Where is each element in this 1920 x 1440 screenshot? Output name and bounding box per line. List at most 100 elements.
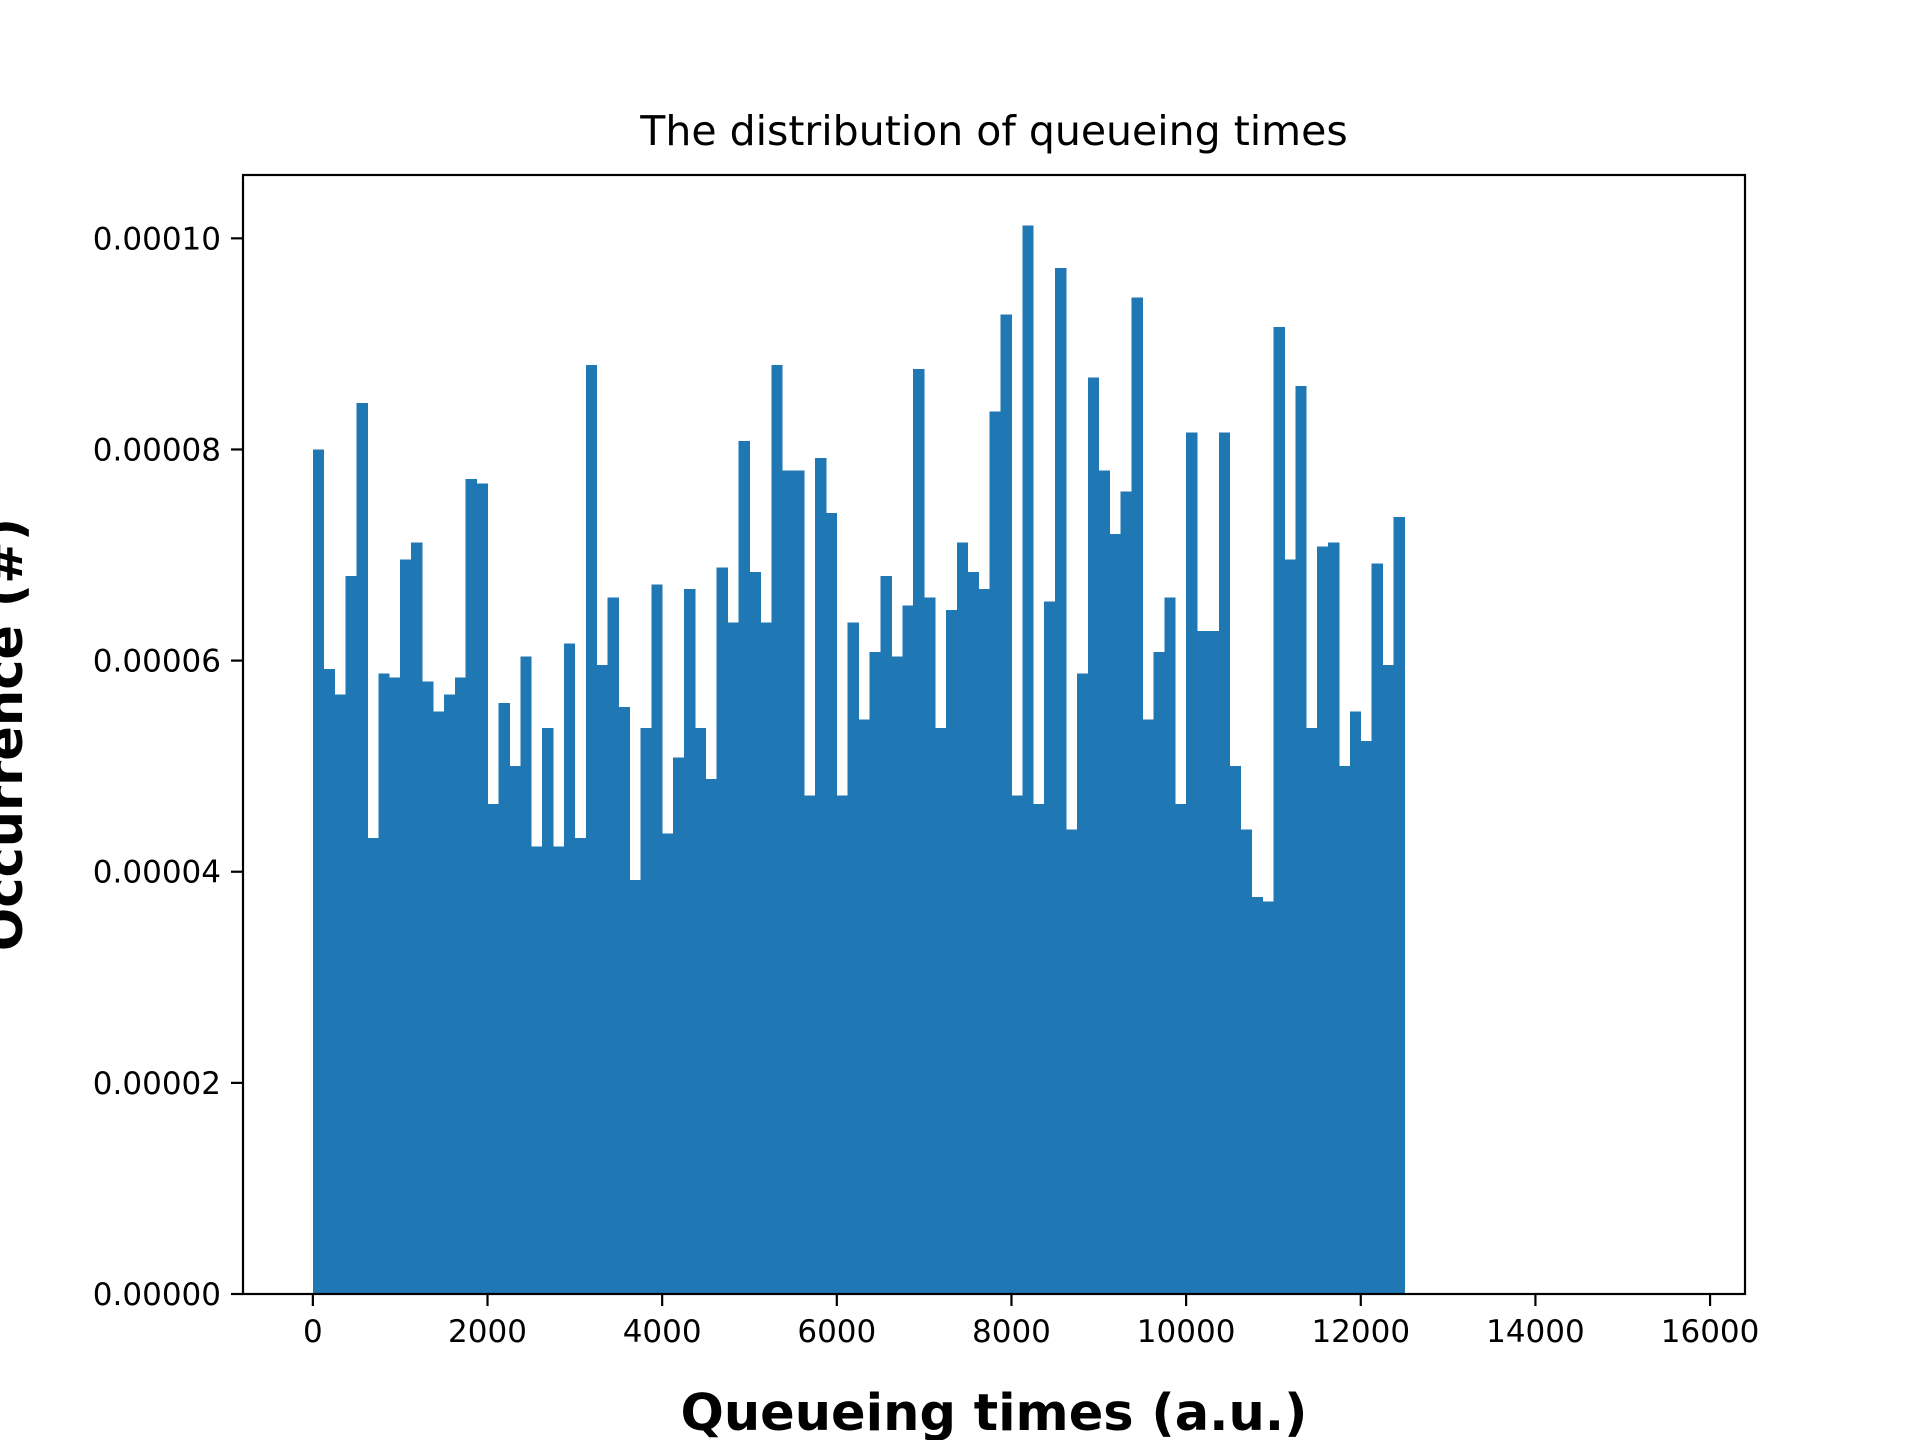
histogram-bar [1393,517,1405,1294]
x-tick-label: 12000 [1311,1314,1410,1350]
histogram-bar [662,833,674,1294]
histogram-bar [935,728,947,1294]
y-tick-label: 0.00006 [93,644,221,680]
x-axis-ticks: 0 2000 4000 6000 8000 10000 12000 14000 16000 [303,1294,1759,1350]
histogram-bar [323,669,336,1294]
histogram-bar [1328,542,1340,1294]
histogram-bar [1251,897,1263,1294]
histogram-bar [694,728,707,1294]
histogram-bar [487,804,499,1294]
histogram-bar [542,728,554,1294]
histogram-bar [651,584,663,1294]
x-tick-label: 6000 [797,1314,876,1350]
histogram-bar [891,656,903,1294]
histogram-bar [345,576,357,1294]
histogram-bar [1186,432,1198,1295]
histogram-bar [585,365,598,1294]
histogram-bar [389,677,401,1294]
x-axis-label: Queueing times (a.u.) [681,1384,1308,1440]
x-tick-label: 8000 [972,1314,1051,1350]
x-tick-label: 2000 [448,1314,527,1350]
plot-area-frame [241,173,1747,1296]
x-tick-label: 0 [303,1314,323,1350]
histogram-bar [454,677,467,1294]
histogram-bar [629,880,641,1294]
histogram-bar [618,707,630,1294]
histogram-bar [869,652,881,1294]
histogram-bar [1022,225,1034,1294]
histogram-bar [683,588,696,1294]
histogram-bar [553,846,565,1294]
histogram-bar [1306,728,1318,1294]
histogram-bar [989,411,1001,1295]
histogram-bar [760,622,772,1294]
histogram-bar [356,403,368,1294]
histogram-bar [858,719,870,1294]
y-axis-label: Occurrence (#) [0,518,35,951]
histogram-bar [1076,673,1089,1294]
histogram-bar [1317,546,1329,1294]
histogram-bar [574,837,587,1294]
histogram-bar [814,457,827,1294]
histogram-bar [1284,559,1296,1294]
histogram-bar [1087,377,1100,1294]
x-tick-label: 10000 [1137,1314,1236,1350]
histogram-bar [596,664,608,1294]
histogram-bar [956,542,969,1294]
histogram-bar [378,673,390,1294]
histogram-bar [531,846,543,1294]
y-tick-label: 0.00002 [93,1066,221,1102]
y-tick-label: 0.00008 [93,432,221,468]
histogram-bar [1218,432,1231,1295]
y-tick-label: 0.00000 [93,1277,221,1313]
histogram-bar [607,597,619,1294]
histogram-bar [1120,491,1132,1294]
y-tick-label: 0.00010 [93,221,221,257]
histogram-bar [673,757,685,1294]
histogram-bar [432,711,445,1294]
histogram-bar [705,778,718,1294]
histogram-bar [945,609,958,1294]
histogram-bar [1338,766,1351,1294]
histogram-bar [1240,829,1253,1294]
y-axis-ticks: 0.00000 0.00002 0.00004 0.00006 0.00008 0.000… [93,221,243,1313]
histogram-bar [563,643,576,1294]
histogram-bar [640,728,652,1294]
histogram-bar [727,622,739,1294]
histogram-bar [924,597,936,1294]
histogram-bar [1066,829,1078,1294]
histogram-bar [422,681,434,1294]
histogram-bar [1382,664,1394,1294]
y-tick-label: 0.00004 [93,855,221,891]
histogram-bar [913,369,925,1294]
histogram-bar [312,449,325,1295]
histogram-bar [967,571,980,1294]
histogram-bar [400,559,412,1294]
histogram-bar [847,622,860,1294]
histogram-bar [793,470,805,1295]
histogram-bar [1109,533,1122,1294]
histogram-bar [1164,597,1176,1294]
histogram-bar [1000,314,1012,1295]
histogram-bar [1142,719,1154,1294]
histogram-bar [1349,711,1362,1294]
histogram-bar [476,483,488,1294]
histogram-bar [771,365,783,1294]
histogram-bar [782,470,794,1295]
histogram-bar [367,837,379,1294]
histogram-bar [1360,740,1373,1294]
histogram-bar [1262,901,1274,1294]
histogram-bar [1207,631,1220,1294]
histogram-bar [1033,804,1045,1294]
histogram-bar [520,656,532,1294]
histogram-bar [1229,766,1242,1294]
histogram-bar [1131,297,1143,1295]
x-tick-label: 4000 [623,1314,702,1350]
histogram-bar [465,479,477,1294]
histogram-bar [509,766,521,1294]
chart-title: The distribution of queueing times [639,107,1347,155]
x-tick-label: 14000 [1486,1314,1585,1350]
histogram-bar [1371,563,1383,1294]
histogram-bar [1098,470,1111,1295]
